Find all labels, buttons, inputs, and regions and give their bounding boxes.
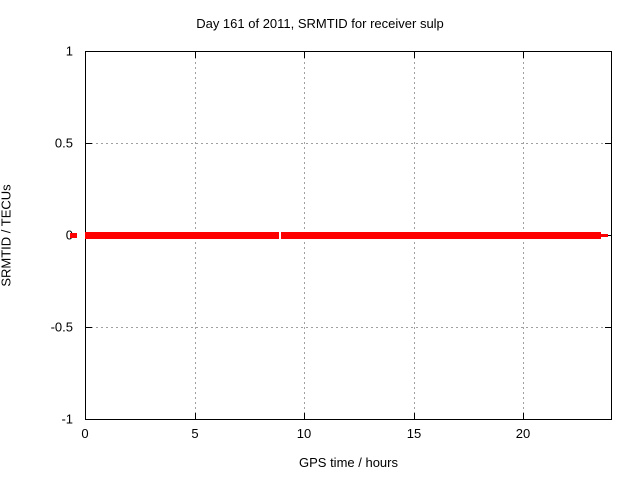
- x-tick-label: 20: [515, 426, 531, 441]
- y-tick-right: [605, 51, 611, 52]
- y-tick-right: [605, 419, 611, 420]
- data-line-segment: [601, 234, 608, 237]
- x-tick-top: [523, 52, 524, 58]
- x-tick-bottom: [304, 413, 305, 419]
- y-tick-label: -1: [61, 411, 73, 427]
- x-tick-top: [195, 52, 196, 58]
- x-tick-top: [85, 52, 86, 58]
- red-dash-outside-left-axis: [70, 233, 77, 238]
- x-tick-label: 5: [191, 426, 199, 441]
- y-tick-left: [86, 51, 92, 52]
- x-tick-bottom: [523, 413, 524, 419]
- y-tick-label: 1: [65, 43, 73, 59]
- y-gridline: [86, 143, 610, 144]
- y-tick-left: [86, 143, 92, 144]
- x-tick-label: 15: [406, 426, 422, 441]
- y-tick-label: 0: [0, 228, 73, 243]
- chart-title: Day 161 of 2011, SRMTID for receiver sul…: [196, 16, 444, 31]
- x-tick-top: [414, 52, 415, 58]
- x-tick-top: [304, 52, 305, 58]
- y-axis-label: SRMTID / TECUs: [0, 184, 14, 287]
- y-tick-left: [86, 327, 92, 328]
- y-tick-left: [86, 419, 92, 420]
- y-tick-label: 0.5: [54, 135, 73, 151]
- data-line-segment: [85, 232, 279, 239]
- x-tick-bottom: [85, 413, 86, 419]
- x-tick-bottom: [414, 413, 415, 419]
- y-tick-right: [605, 235, 611, 236]
- y-tick-label: -0.5: [50, 319, 73, 335]
- x-tick-label: 10: [296, 426, 312, 441]
- x-tick-label: 0: [81, 426, 89, 441]
- x-tick-bottom: [195, 413, 196, 419]
- y-tick-right: [605, 143, 611, 144]
- x-axis-label: GPS time / hours: [299, 455, 398, 470]
- y-tick-right: [605, 327, 611, 328]
- y-gridline: [86, 327, 610, 328]
- data-line-segment: [281, 232, 601, 239]
